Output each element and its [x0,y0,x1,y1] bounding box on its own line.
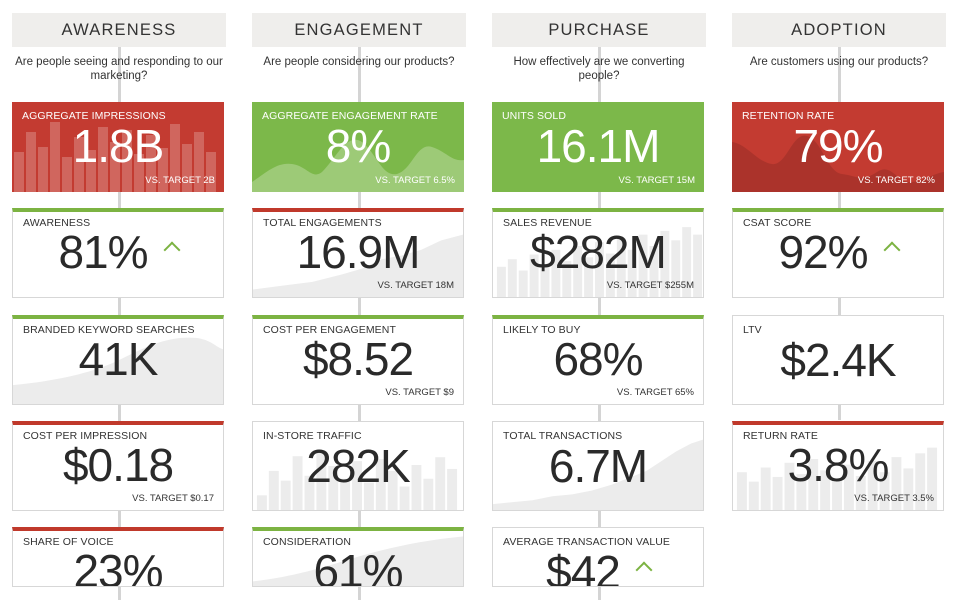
kpi-label: AGGREGATE IMPRESSIONS [22,110,166,122]
kpi-card-cost-per-engagement[interactable]: COST PER ENGAGEMENT $8.52 VS. TARGET $9 [252,315,464,405]
kpi-value: 16.1M [536,120,661,172]
kpi-value: 282K [306,440,410,492]
kpi-label: TOTAL TRANSACTIONS [503,430,623,442]
kpi-label: LIKELY TO BUY [503,324,581,336]
kpi-label: AGGREGATE ENGAGEMENT RATE [262,110,438,122]
kpi-target: VS. TARGET 2B [145,175,215,186]
kpi-label: RETENTION RATE [742,110,835,122]
trend-up-icon [883,241,901,259]
column-awareness: AWARENESS Are people seeing and respondi… [12,0,228,600]
trend-up-icon [163,241,181,259]
kpi-target: VS. TARGET $9 [385,387,454,398]
area-sparkline [493,439,703,510]
kpi-target: VS. TARGET 3.5% [854,493,934,504]
kpi-value: $8.52 [302,333,414,385]
column-header: ADOPTION [732,13,946,47]
kpi-label: BRANDED KEYWORD SEARCHES [23,324,195,336]
kpi-card-branded-keyword-searches[interactable]: BRANDED KEYWORD SEARCHES 41K [12,315,224,405]
kpi-card-total-transactions[interactable]: TOTAL TRANSACTIONS 6.7M [492,421,704,511]
kpi-card-total-engagements[interactable]: TOTAL ENGAGEMENTS 16.9M VS. TARGET 18M [252,208,464,298]
kpi-value: 92% [778,226,868,278]
kpi-value: 23% [73,545,163,587]
kpi-target: VS. TARGET 65% [616,387,694,398]
kpi-target: VS. TARGET $255M [606,280,694,291]
kpi-value: $42 [546,546,621,587]
area-sparkline [13,337,223,404]
kpi-label: TOTAL ENGAGEMENTS [263,217,382,229]
column-adoption: ADOPTION Are customers using our product… [732,0,948,579]
kpi-card-aggregate-impressions[interactable]: AGGREGATE IMPRESSIONS 1.8B VS. TARGET 2B [12,102,224,192]
kpi-target: VS. TARGET 18M [377,280,454,291]
kpi-label: AVERAGE TRANSACTION VALUE [503,536,671,548]
column-question: Are people seeing and responding to our … [15,56,223,82]
kpi-card-consideration[interactable]: CONSIDERATION 61% [252,527,464,587]
kpi-label: CONSIDERATION [263,536,352,548]
kpi-value: 41K [78,333,159,385]
kpi-card-aggregate-engagement-rate[interactable]: AGGREGATE ENGAGEMENT RATE 8% VS. TARGET … [252,102,464,192]
kpi-card-return-rate[interactable]: RETURN RATE 3.8% VS. TARGET 3.5% [732,421,944,511]
kpi-label: COST PER ENGAGEMENT [263,324,396,336]
kpi-card-csat-score[interactable]: CSAT SCORE 92% [732,208,944,298]
column-question: Are customers using our products? [749,56,929,68]
kpi-label: SHARE OF VOICE [23,536,114,548]
kpi-card-units-sold[interactable]: UNITS SOLD 16.1M VS. TARGET 15M [492,102,704,192]
kpi-label: SALES REVENUE [503,217,592,229]
column-question: Are people considering our products? [263,56,455,68]
area-sparkline [253,234,463,297]
kpi-value: 6.7M [548,440,648,492]
kpi-card-sales-revenue[interactable]: SALES REVENUE $282M VS. TARGET $255M [492,208,704,298]
kpi-value-row: 92% [733,226,943,278]
kpi-card-awareness[interactable]: AWARENESS 81% [12,208,224,298]
bar-sparkline [736,447,938,510]
kpi-card-in-store-traffic[interactable]: IN-STORE TRAFFIC 282K [252,421,464,511]
kpi-card-likely-to-buy[interactable]: LIKELY TO BUY 68% VS. TARGET 65% [492,315,704,405]
area-sparkline [732,135,944,192]
kpi-value: 81% [58,226,148,278]
trend-up-icon [635,561,653,579]
kpi-label: COST PER IMPRESSION [23,430,148,442]
kpi-value: 68% [553,333,643,385]
kpi-value: 3.8% [787,439,890,491]
kpi-label: CSAT SCORE [743,217,812,229]
kpi-label: IN-STORE TRAFFIC [263,430,362,442]
kpi-target: VS. TARGET $0.17 [132,493,214,504]
kpi-label: UNITS SOLD [502,110,567,122]
column-purchase: PURCHASE How effectively are we converti… [492,0,708,600]
column-header: AWARENESS [12,13,226,47]
kpi-target: VS. TARGET 15M [618,175,695,186]
bar-sparkline [14,122,216,192]
kpi-value: 16.9M [296,226,421,278]
column-question: How effectively are we converting people… [513,56,685,82]
kpi-value: 1.8B [72,120,165,172]
kpi-target: VS. TARGET 82% [857,175,935,186]
kpi-card-share-of-voice[interactable]: SHARE OF VOICE 23% [12,527,224,587]
kpi-value: $282M [530,226,667,278]
kpi-value: $0.18 [62,439,174,491]
column-engagement: ENGAGEMENT Are people considering our pr… [252,0,468,600]
kpi-label: RETURN RATE [743,430,818,442]
column-header: PURCHASE [492,13,706,47]
kpi-label: LTV [743,324,762,336]
kpi-value: 61% [313,545,403,587]
bar-sparkline [496,227,703,297]
column-header: ENGAGEMENT [252,13,466,47]
kpi-card-cost-per-impression[interactable]: COST PER IMPRESSION $0.18 VS. TARGET $0.… [12,421,224,511]
kpi-value-row: $42 [493,546,703,587]
kpi-value: $2.4K [780,334,896,386]
kpi-value: 8% [325,120,391,172]
kpi-card-average-transaction-value[interactable]: AVERAGE TRANSACTION VALUE $42 [492,527,704,587]
kpi-label: AWARENESS [23,217,91,229]
kpi-target: VS. TARGET 6.5% [375,175,455,186]
bar-sparkline [256,451,458,510]
kpi-card-ltv[interactable]: LTV $2.4K [732,315,944,405]
area-sparkline [252,139,464,192]
kpi-value-row: 81% [13,226,223,278]
kpi-card-retention-rate[interactable]: RETENTION RATE 79% VS. TARGET 82% [732,102,944,192]
area-sparkline [253,536,463,586]
kpi-value: 79% [793,120,883,172]
